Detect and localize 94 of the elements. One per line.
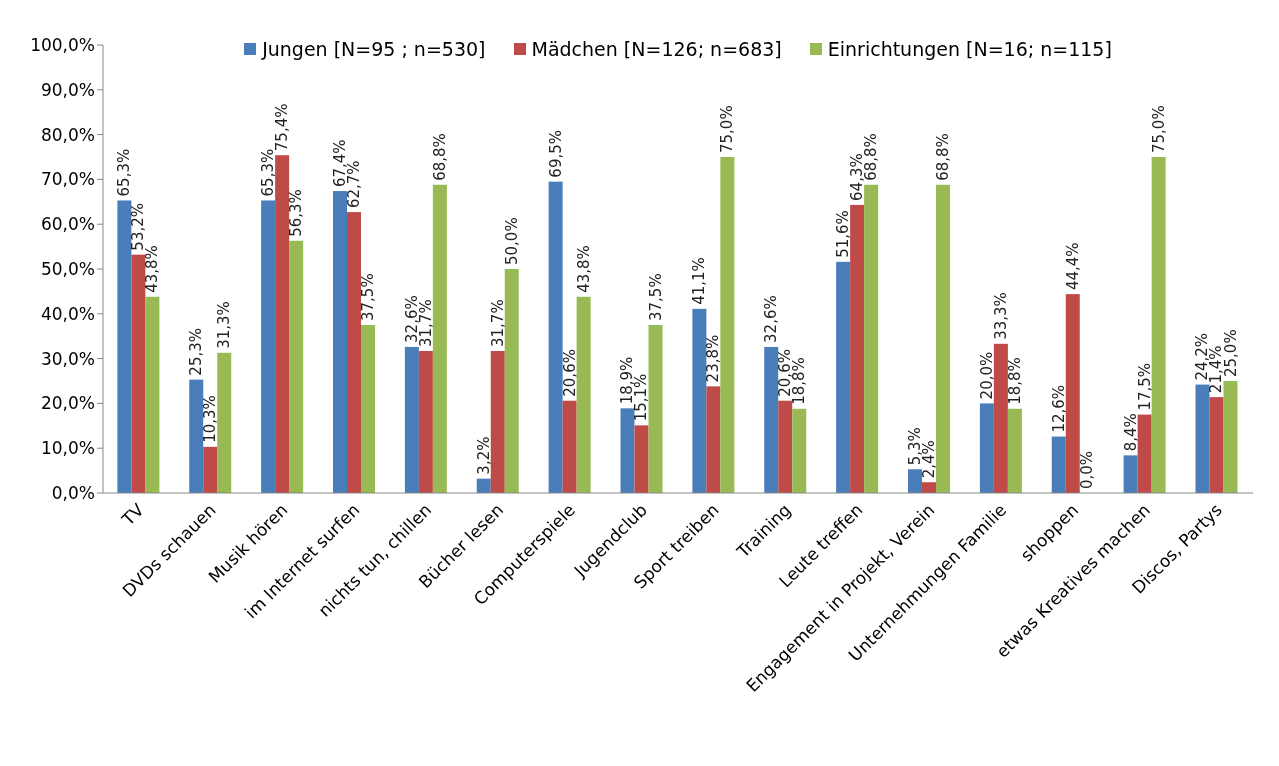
legend-label: Mädchen [N=126; n=683] [531,38,782,60]
bar [1137,414,1152,493]
bar [979,403,994,493]
data-label: 31,7% [488,299,507,347]
data-label: 25,3% [187,328,206,376]
legend-label: Einrichtungen [N=16; n=115] [827,38,1112,60]
data-label: 12,6% [1049,384,1068,433]
data-label: 69,5% [546,129,565,178]
bar [1151,157,1166,493]
bar [850,204,865,493]
data-label: 20,0% [977,351,996,400]
y-tick-label: 100,0% [30,35,95,56]
data-label: 23,8% [704,334,723,383]
data-label: 50,0% [502,217,521,265]
y-tick-label: 70,0% [40,169,95,190]
bar [1223,381,1238,493]
bar [692,308,707,493]
y-tick-label: 40,0% [40,303,95,324]
y-tick-label: 50,0% [40,259,95,280]
bar [347,212,361,493]
bar [634,425,649,493]
data-label: 18,8% [1005,357,1024,405]
bar [418,350,433,493]
x-tick-label: TV [117,499,149,531]
bar [562,400,577,493]
bar [620,408,635,493]
bar [361,325,375,493]
bar [490,350,505,493]
data-label: 10,3% [201,395,220,443]
data-label: 68,8% [934,133,952,181]
bar [333,191,347,493]
bar [131,254,146,493]
bar [1209,397,1224,493]
y-tick-label: 80,0% [40,124,95,145]
bar [1195,384,1210,493]
data-label: 37,5% [646,273,665,321]
bar [864,184,879,493]
bar [922,482,936,493]
data-label: 68,8% [430,133,449,181]
data-label: 32,6% [762,295,781,343]
data-label: 8,4% [1121,413,1140,452]
y-tick-label: 30,0% [40,348,95,369]
bar [504,269,519,493]
data-label: 37,5% [359,273,377,321]
bar [189,379,204,493]
bar [1051,436,1066,493]
data-label: 20,6% [560,349,579,397]
bar [764,346,779,493]
bar [217,352,232,493]
bar [720,157,735,493]
legend-label: Jungen [N=95 ; n=530] [262,38,486,60]
data-label: 33,3% [991,292,1010,340]
bar [261,200,276,493]
bar [792,408,807,493]
bar [203,446,218,493]
data-label: 32,6% [402,295,421,343]
bar [275,155,290,493]
bar [1065,294,1080,493]
bar [908,469,922,493]
bar [648,325,663,493]
bar [1123,455,1138,493]
data-label: 31,3% [215,301,234,349]
data-label: 75,0% [1149,105,1168,153]
data-label: 17,5% [1135,362,1154,411]
data-label: 41,1% [690,257,709,305]
data-label: 44,4% [1063,242,1082,291]
bar [145,296,160,493]
data-label: 43,8% [574,245,593,293]
data-label: 75,0% [718,105,737,153]
bar [548,181,563,493]
data-label: 18,9% [618,356,637,405]
bar [706,386,721,493]
data-label: 51,6% [834,210,853,258]
y-tick-label: 20,0% [40,393,95,414]
bar [1007,408,1022,493]
y-tick-label: 60,0% [40,214,95,235]
bar [993,343,1008,493]
bar [289,240,304,493]
data-label: 0,0% [1077,450,1096,489]
data-label: 3,2% [474,436,493,475]
data-label: 24,2% [1193,332,1212,381]
bar [432,184,447,493]
bar [936,184,950,493]
data-label: 56,3% [287,189,306,237]
bar [836,261,851,493]
y-tick-label: 0,0% [51,483,95,504]
bar [476,478,491,493]
bar [576,296,591,493]
data-label: 65,3% [115,148,134,197]
y-tick-label: 10,0% [40,438,95,459]
bar [117,200,132,493]
y-tick-label: 90,0% [40,79,95,100]
bar [778,400,793,493]
bar [404,346,419,493]
